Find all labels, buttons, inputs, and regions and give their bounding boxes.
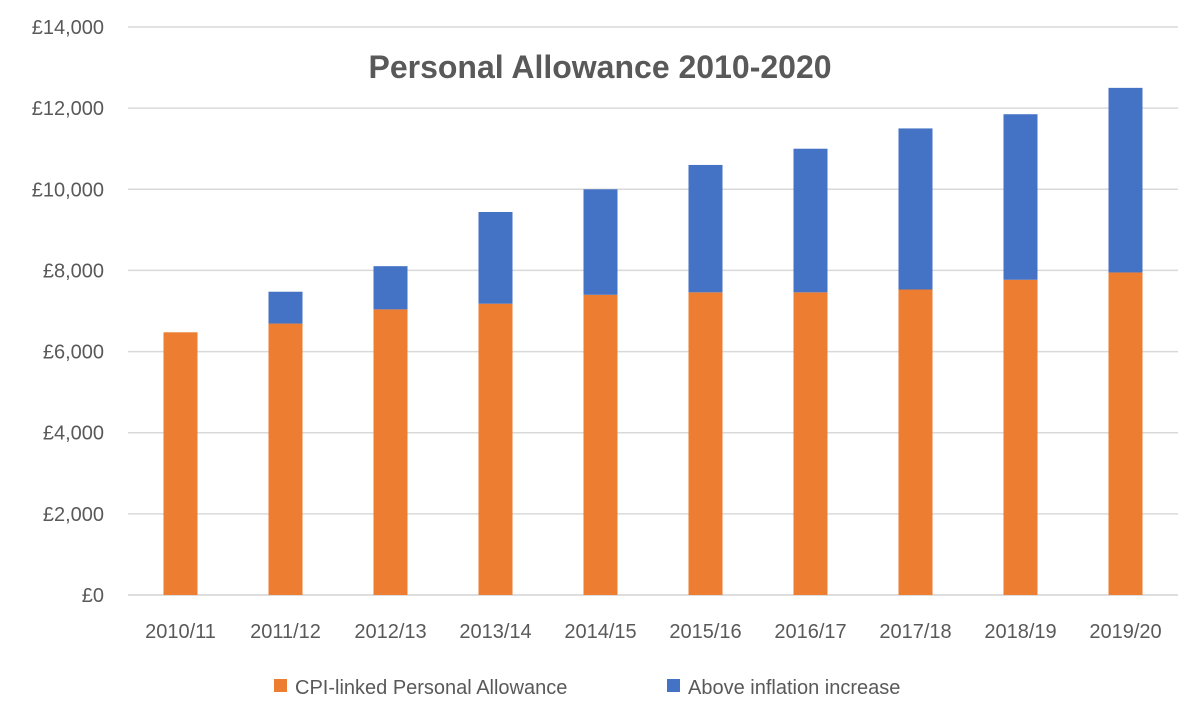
x-tick-label: 2017/18 — [879, 621, 951, 643]
y-tick-label: £10,000 — [32, 179, 104, 201]
bar-cpi-linked-9 — [1108, 272, 1143, 595]
bar-above-inflation-8 — [1003, 114, 1038, 280]
x-tick-label: 2018/19 — [984, 621, 1056, 643]
bar-cpi-linked-7 — [898, 289, 933, 595]
bar-above-inflation-4 — [583, 189, 618, 295]
legend-swatch — [667, 679, 680, 692]
bar-above-inflation-6 — [793, 148, 828, 293]
bars — [163, 87, 1143, 595]
bar-above-inflation-3 — [478, 212, 513, 304]
y-tick-label: £12,000 — [32, 98, 104, 120]
x-tick-label: 2010/11 — [145, 621, 216, 643]
bar-cpi-linked-0 — [163, 332, 198, 595]
x-tick-label: 2016/17 — [774, 621, 846, 643]
legend-label: Above inflation increase — [688, 677, 900, 699]
x-tick-label: 2014/15 — [564, 621, 636, 643]
y-tick-label: £4,000 — [43, 423, 104, 445]
x-axis-tick-labels: 2010/11 2011/12 2012/13 2013/14 2014/15 2015/… — [145, 621, 1162, 643]
bar-above-inflation-2 — [373, 266, 408, 310]
x-tick-label: 2015/16 — [669, 621, 741, 643]
x-tick-label: 2011/12 — [250, 621, 321, 643]
legend: CPI-linked Personal Allowance Above infla… — [274, 677, 900, 699]
bar-cpi-linked-8 — [1003, 279, 1038, 595]
y-tick-label: £6,000 — [43, 342, 104, 364]
y-tick-label: £0 — [82, 585, 104, 607]
bar-cpi-linked-6 — [793, 292, 828, 595]
bar-cpi-linked-1 — [268, 323, 303, 595]
legend-label: CPI-linked Personal Allowance — [295, 677, 567, 699]
x-tick-label: 2012/13 — [354, 621, 426, 643]
x-tick-label: 2013/14 — [459, 621, 531, 643]
chart-title: Personal Allowance 2010-2020 — [368, 49, 831, 85]
y-axis-tick-labels: £0 £2,000 £4,000 £6,000 £8,000 £10,000 £12,000… — [32, 17, 104, 607]
bar-cpi-linked-4 — [583, 294, 618, 595]
y-tick-label: £8,000 — [43, 260, 104, 282]
gridlines — [128, 26, 1178, 596]
legend-swatch — [274, 679, 287, 692]
y-tick-label: £14,000 — [32, 17, 104, 39]
bar-above-inflation-5 — [688, 164, 723, 293]
bar-cpi-linked-5 — [688, 292, 723, 595]
x-tick-label: 2019/20 — [1089, 621, 1161, 643]
bar-cpi-linked-3 — [478, 303, 513, 595]
bar-above-inflation-9 — [1108, 87, 1143, 273]
y-tick-label: £2,000 — [43, 504, 104, 526]
bar-cpi-linked-2 — [373, 309, 408, 595]
bar-above-inflation-1 — [268, 291, 303, 324]
bar-above-inflation-7 — [898, 128, 933, 290]
